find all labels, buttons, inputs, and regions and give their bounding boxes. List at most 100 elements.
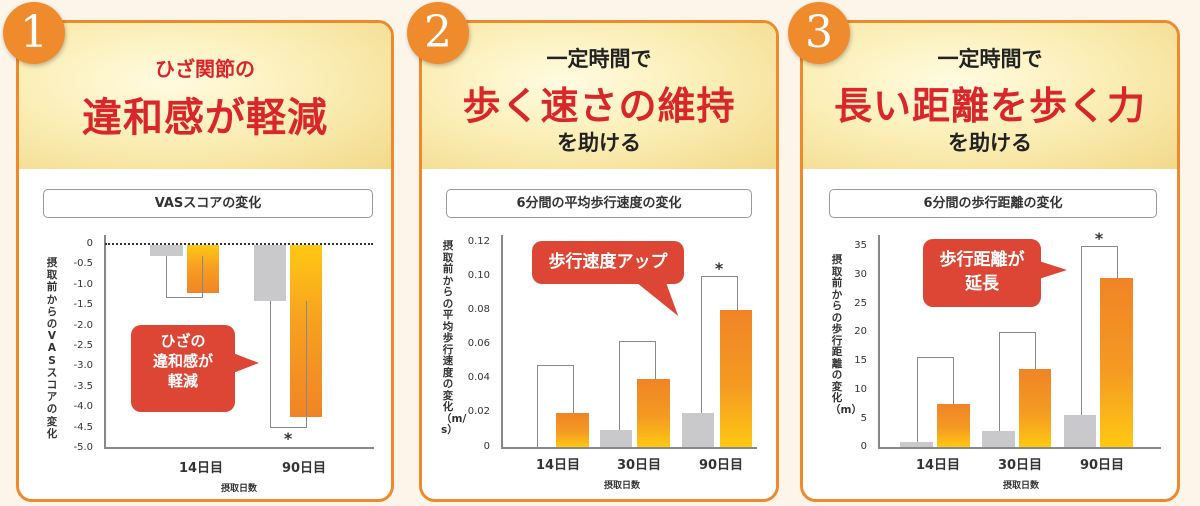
panel-2-x-category: 30日目 [616,458,662,473]
panel-2-card: 一定時間で 歩く速さの維持 を助ける 6分間の平均歩行速度の変化 摂取前からの平… [419,20,779,502]
y-tick: 0 [860,441,867,452]
panel-2-bar-90-placebo [682,413,714,447]
panel-1-callout: ひざの 違和感が 軽減 [131,325,235,412]
panel-3-x-axis-label: 摂取日数 [1002,481,1039,491]
panel-3-bar-30-placebo [982,431,1015,447]
y-tick: -3.0 [73,360,93,371]
y-tick: -5.0 [73,442,93,453]
panel-3-x-category: 14日目 [915,458,961,473]
y-tick: 0.08 [467,304,490,315]
panel-3-bar-90-active [1100,278,1133,447]
panel-2-y-axis-label: 摂取前からの平均歩行速度の変化（m/s） [441,240,467,436]
panel-2-headline-tail: を助ける [557,131,641,155]
panel-3-header: 一定時間で 長い距離を歩く力 を助ける [803,23,1177,169]
y-tick: 0.12 [467,236,490,247]
panel-3-headline-main: 長い距離を歩く力 [833,84,1146,128]
y-tick: 0.10 [467,270,490,281]
panel-2-headline-main: 歩く速さの維持 [462,84,736,128]
panel-1-headline-sub: ひざ関節の [155,57,255,81]
callout-line: 軽減 [167,372,198,390]
y-tick: -3.5 [73,381,93,392]
y-tick: 0.02 [467,406,490,417]
callout-line: 歩行距離が [939,250,1025,270]
y-tick: -2.0 [73,320,93,331]
panel-2-y-axis [501,235,503,448]
panel-3-bar-14-placebo [900,442,933,447]
panel-2-callout-tail [635,282,679,316]
y-tick: 25 [854,298,867,309]
panel-1-x-axis-label: 摂取日数 [220,484,257,494]
panel-3-callout: 歩行距離が 延長 [923,239,1041,307]
y-tick: 15 [854,355,867,366]
panel-3-callout-tail [1039,261,1067,279]
panel-1-bar-14-placebo [150,245,183,256]
y-tick: -1.5 [73,299,93,310]
panel-3-chart-title: 6分間の歩行距離の変化 [829,189,1157,218]
y-tick: 10 [854,384,867,395]
panel-3-y-axis [878,235,880,448]
panel-1-number-badge: 1 [3,2,65,64]
panel-3-x-category: 90日目 [1079,458,1125,473]
y-tick: 0.06 [467,338,490,349]
panel-1-bar-14-active [187,245,219,293]
panel-3-x-axis [878,447,1161,449]
panel-3-y-axis-label: 摂取前からの歩行距離の変化（m） [830,254,862,416]
panel-1-callout-tail [233,353,259,373]
callout-line: 歩行速度アップ [548,252,668,272]
y-tick: -2.5 [73,340,93,351]
panel-1-header: ひざ関節の 違和感が軽減 [19,23,391,169]
panel-1-significance-star: * [283,429,293,448]
y-tick: -4.0 [73,401,93,412]
panel-1-card: ひざ関節の 違和感が軽減 VASスコアの変化 摂取前からのVASスコアの変化 0… [16,20,394,502]
panel-1-x-axis [104,447,374,449]
panel-3-significance-star: * [1094,229,1104,248]
y-tick: 20 [854,326,867,337]
panel-1-bracket-14 [166,256,203,298]
panel-2-significance-star: * [714,259,724,278]
panel-2-bar-30-active [637,379,670,447]
panel-3-bracket-14 [917,357,954,442]
panel-2-bar-90-active [720,310,752,447]
panel-2-chart-title: 6分間の平均歩行速度の変化 [446,189,752,218]
panel-2-x-axis-label: 摂取日数 [603,481,640,491]
y-tick: -4.5 [73,422,93,433]
y-tick: 35 [854,240,867,251]
panel-3-bar-90-placebo [1064,415,1096,447]
panel-2-x-category: 14日目 [535,458,581,473]
callout-line: 違和感が [152,352,213,370]
panel-3-number-badge: 3 [788,2,850,64]
callout-line: ひざの [160,332,206,350]
panel-3-bar-30-active [1019,369,1051,447]
panel-1-headline-main: 違和感が軽減 [82,95,328,141]
panel-3-card: 一定時間で 長い距離を歩く力 を助ける 6分間の歩行距離の変化 摂取前からの歩行… [800,20,1180,502]
panel-1-bracket-90 [270,301,307,428]
panel-2-x-category: 90日目 [698,458,744,473]
panel-2-bar-14-active [556,413,589,447]
panel-2-x-axis [501,447,757,449]
y-tick: 5 [860,413,867,424]
panel-2-header: 一定時間で 歩く速さの維持 を助ける [422,23,776,169]
panel-1-x-category: 14日目 [178,461,224,476]
panel-3-x-category: 30日目 [997,458,1043,473]
panel-1-zero-line [105,243,373,245]
panel-2-callout: 歩行速度アップ [532,241,684,284]
panel-1-y-axis-label: 摂取前からのVASスコアの変化 [46,257,58,440]
panel-2-bracket-14 [537,365,574,447]
panel-3-headline-tail: を助ける [948,131,1032,155]
y-tick: 0.04 [467,372,490,383]
panel-3-headline-sub: 一定時間で [937,47,1043,71]
panel-2-bar-30-placebo [600,430,632,447]
panel-2-headline-sub: 一定時間で [546,47,652,71]
panel-2-number-badge: 2 [407,2,469,64]
panel-1-chart-title: VASスコアの変化 [43,189,373,218]
panel-3-bar-14-active [937,404,970,447]
y-tick: -0.5 [73,258,93,269]
y-tick: 0 [86,238,93,249]
panel-1-y-axis [104,235,106,448]
y-tick: 0 [483,441,490,452]
panel-1-x-category: 90日目 [281,461,327,476]
panel-1-bar-90-placebo [254,245,286,301]
y-tick: 30 [854,269,867,280]
callout-line: 延長 [965,274,999,294]
y-tick: -1.0 [73,279,93,290]
